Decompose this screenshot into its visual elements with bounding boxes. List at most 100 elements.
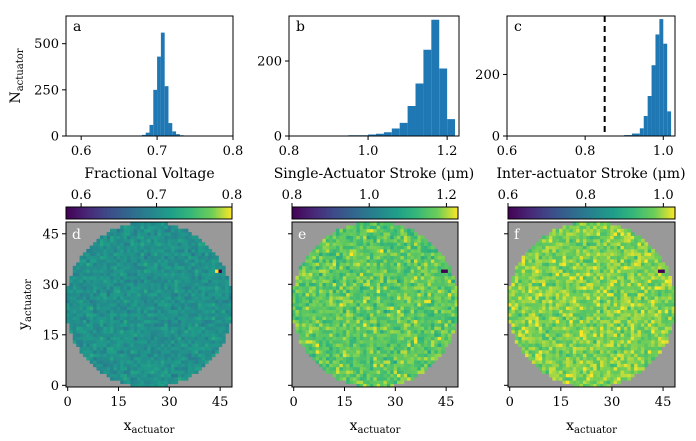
heatmap-cell [339,370,344,374]
heatmap-cell [137,279,141,284]
heatmap-cell [167,380,172,385]
heatmap-cell [82,339,87,344]
heatmap-cell [349,316,354,321]
heatmap-cell [194,349,199,354]
heatmap-cell [295,282,300,287]
heatmap-cell [218,299,223,304]
heatmap-cell [637,316,642,321]
heatmap-cell [140,370,145,374]
heatmap-cell [383,255,388,260]
heatmap-cell [103,306,108,310]
heatmap-cell [154,363,158,368]
heatmap-cell [352,269,357,273]
heatmap-cell [228,302,233,307]
heatmap-cell [349,380,354,385]
heatmap-cell [93,269,97,273]
heatmap-cell [661,329,666,334]
heatmap-cell [336,346,340,351]
heatmap-cell [521,326,526,331]
heatmap-cell [126,232,131,236]
heatmap-cell [99,289,104,294]
heatmap-cell [96,326,101,331]
heatmap-cell [126,326,131,331]
heatmap-cell [208,326,213,331]
heatmap-cell [565,376,570,381]
heatmap-cell [110,309,114,314]
heatmap-cell [430,248,435,253]
heatmap-cell [204,329,209,334]
heatmap-cell [359,259,364,263]
heatmap-cell [154,228,158,233]
heatmap-cell [383,238,388,243]
heatmap-cell [569,373,574,378]
heatmap-cell [386,316,391,321]
heatmap-cell [403,245,408,250]
heatmap-cell [322,279,327,284]
heatmap-cell [586,366,591,371]
heatmap-cell [113,265,118,270]
heatmap-cell [366,259,371,263]
heatmap-cell [89,356,94,361]
heatmap-cell [565,296,570,300]
heatmap-cell [623,336,628,341]
heatmap-cell [447,312,452,317]
heatmap-cell [346,343,350,347]
heatmap-cell [647,339,652,344]
heatmap-cell [441,292,445,297]
heatmap-cell [572,312,577,317]
heatmap-cell [137,306,141,310]
heatmap-cell [552,333,557,337]
heatmap-cell [369,296,374,300]
heatmap-cell [110,232,114,236]
heatmap-cell [508,309,512,314]
heatmap-cell [413,353,418,358]
heatmap-cell [218,319,223,324]
heatmap-cell [305,326,310,331]
heatmap-cell [86,316,91,321]
heatmap-cell [96,292,101,297]
heatmap-cell [383,383,388,388]
heatmap-cell [187,235,192,240]
heatmap-cell [623,302,628,307]
heatmap-cell [528,339,533,344]
heatmap-cell [194,366,199,371]
heatmap-cell [572,316,577,321]
heatmap-cell [308,272,313,277]
heatmap-cell [528,346,533,351]
heatmap-cell [319,272,323,277]
heatmap-cell [548,326,553,331]
heatmap-cell [154,339,158,344]
heatmap-cell [325,370,330,374]
heatmap-cell [380,269,384,273]
heatmap-cell [177,306,182,310]
heatmap-cell [386,228,391,233]
heatmap-cell [204,336,209,341]
heatmap-cell [79,316,84,321]
heatmap-cell [133,269,138,273]
heatmap-cell [593,329,598,334]
histogram-bar [447,119,456,136]
heatmap-cell [661,343,666,347]
heatmap-cell [201,279,206,284]
heatmap-cell [623,363,628,368]
heatmap-cell [93,312,97,317]
heatmap-cell [167,269,172,273]
heatmap-cell [133,316,138,321]
heatmap-cell [308,349,313,354]
heatmap-cell [623,339,628,344]
heatmap-cell [147,380,152,385]
heatmap-cell [521,309,526,314]
heatmap-cell [106,275,111,280]
heatmap-cell [393,343,398,347]
heatmap-cell [215,259,219,263]
heatmap-cell [181,316,185,321]
heatmap-cell [143,245,148,250]
heatmap-cell [579,323,584,327]
heatmap-cell [613,296,618,300]
heatmap-cell [390,289,395,294]
heatmap-cell [201,353,206,358]
heatmap-cell [647,319,652,324]
heatmap-cell [298,279,303,284]
heatmap-cell [373,316,378,321]
heatmap-cell [671,312,676,317]
